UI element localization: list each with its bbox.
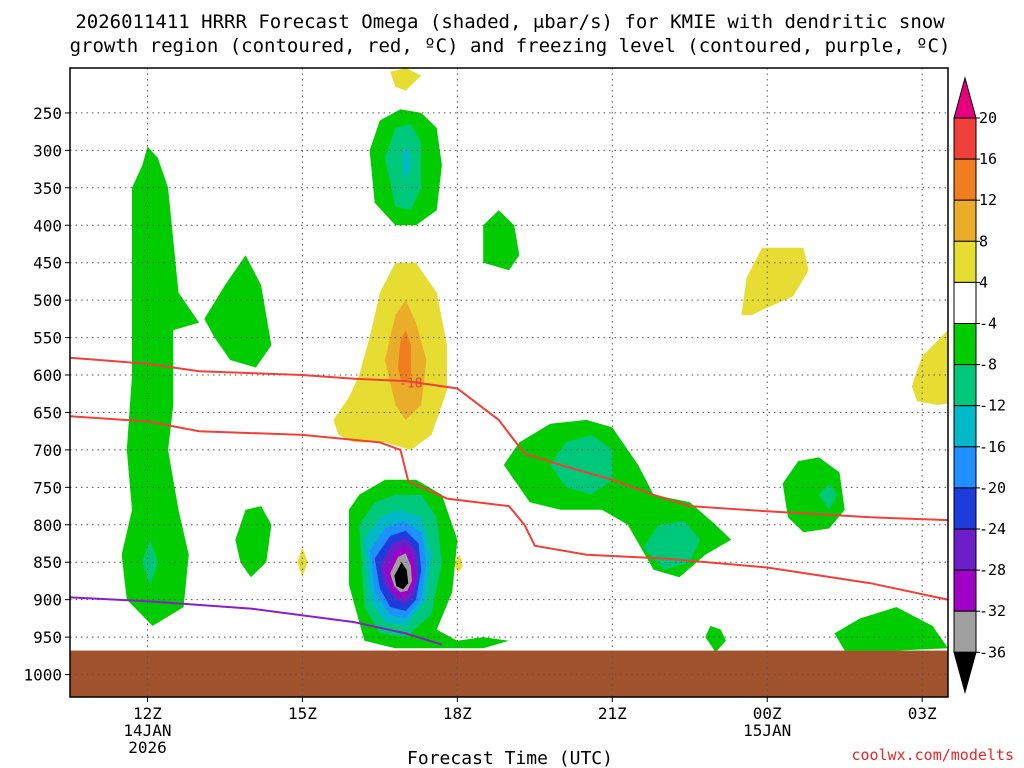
colorbar-label-0: 20 — [979, 109, 997, 127]
x-tick-label-18-0: 18Z — [443, 704, 472, 723]
colorbar-band-1 — [953, 117, 977, 160]
colorbar-band-4 — [953, 240, 977, 283]
colorbar-band-5 — [953, 281, 977, 324]
colorbar-band-13 — [953, 610, 977, 653]
colorbar-label-10: -24 — [979, 520, 1006, 538]
omega-region-5 — [142, 539, 158, 585]
y-tick-label-950: 950 — [33, 628, 62, 647]
colorbar-label-3: 8 — [979, 232, 988, 250]
colorbar-band-10 — [953, 487, 977, 530]
colorbar-legend: 20 16 12 8 4 -4 -8 -12 -16 -20 -24 -28 -32 -36 — [953, 76, 1006, 695]
colorbar-band-2 — [953, 158, 977, 201]
omega-region-3 — [403, 146, 411, 181]
plot-frame — [69, 67, 949, 698]
omega-region-7 — [235, 506, 272, 578]
freezing-level-contour — [70, 596, 443, 646]
dendritic-contour-0 — [70, 356, 948, 522]
y-tick-label-550: 550 — [33, 329, 62, 348]
omega-region-23 — [503, 419, 732, 578]
y-tick-label-500: 500 — [33, 291, 62, 310]
y-tick-label-1000: 1000 — [23, 666, 62, 685]
y-tick-label-250: 250 — [33, 104, 62, 123]
colorbar-label-8: -16 — [979, 438, 1006, 456]
y-tick-label-600: 600 — [33, 366, 62, 385]
x-tick-label-21-0: 21Z — [598, 704, 627, 723]
dendritic-contour-1 — [70, 415, 948, 601]
colorbar-band-8 — [953, 405, 977, 448]
omega-region-22 — [394, 562, 409, 590]
colorbar-band-3 — [953, 199, 977, 242]
x-tick-label-24-0: 00Z — [753, 704, 782, 723]
y-tick-label-800: 800 — [33, 516, 62, 535]
omega-region-8 — [483, 210, 520, 271]
x-tick-label-15-0: 15Z — [288, 704, 317, 723]
y-tick-label-750: 750 — [33, 478, 62, 497]
colorbar-band-11 — [953, 528, 977, 571]
chart-title-line-2: growth region (contoured, red, ºC) and f… — [70, 35, 951, 57]
plot-area: -18 — [69, 67, 1024, 698]
colorbar-band-6 — [953, 323, 977, 366]
y-tick-label-900: 900 — [33, 591, 62, 610]
y-tick-label-450: 450 — [33, 254, 62, 273]
colorbar-label-4: 4 — [979, 273, 988, 291]
colorbar-label-7: -12 — [979, 397, 1006, 415]
omega-region-11 — [398, 330, 411, 383]
plot-inner: -18 — [70, 68, 1024, 697]
colorbar-label-11: -28 — [979, 561, 1006, 579]
y-tick-label-300: 300 — [33, 141, 62, 160]
omega-region-6 — [204, 255, 272, 368]
omega-region-28 — [911, 330, 948, 405]
colorbar-label-5: -4 — [979, 315, 997, 333]
y-tick-label-400: 400 — [33, 216, 62, 235]
colorbar-arrow-top — [953, 76, 977, 119]
ground-fill — [70, 650, 948, 697]
y-axis: 250 300 350 400 450 500 550 600 650 700 750 800 850 9… — [23, 104, 70, 685]
y-tick-label-350: 350 — [33, 179, 62, 198]
x-axis-label: Forecast Time (UTC) — [407, 748, 613, 768]
y-tick-label-700: 700 — [33, 441, 62, 460]
colorbar-band-7 — [953, 364, 977, 407]
omega-region-13 — [454, 554, 463, 574]
colorbar-label-2: 12 — [979, 191, 997, 209]
omega-region-27 — [741, 247, 809, 316]
colorbar-label-13: -36 — [979, 643, 1006, 661]
credit-link[interactable]: coolwx.com/modelts — [851, 746, 1014, 764]
y-tick-label-850: 850 — [33, 553, 62, 572]
omega-region-32 — [1015, 476, 1024, 562]
x-tick-label-12-0: 12Z — [133, 704, 162, 723]
omega-region-0 — [390, 68, 422, 91]
chart-title-line-1: 2026011411 HRRR Forecast Omega (shaded, … — [75, 11, 945, 33]
x-tick-label-24-1: 15JAN — [743, 721, 791, 740]
y-tick-label-650: 650 — [33, 403, 62, 422]
x-tick-label-12-2: 2026 — [128, 738, 167, 757]
dendritic-label: -18 — [399, 377, 422, 392]
colorbar-label-1: 16 — [979, 150, 997, 168]
colorbar-band-9 — [953, 446, 977, 489]
colorbar-arrow-bottom — [953, 651, 977, 695]
omega-region-31 — [834, 607, 948, 651]
colorbar-band-12 — [953, 569, 977, 612]
colorbar-label-9: -20 — [979, 479, 1006, 497]
omega-region-4 — [121, 146, 200, 626]
x-tick-label-12-1: 14JAN — [123, 721, 171, 740]
colorbar-label-6: -8 — [979, 356, 997, 374]
colorbar-label-12: -32 — [979, 602, 1006, 620]
omega-region-30 — [818, 483, 837, 510]
omega-region-26 — [705, 625, 726, 653]
x-tick-label-27-0: 03Z — [908, 704, 937, 723]
